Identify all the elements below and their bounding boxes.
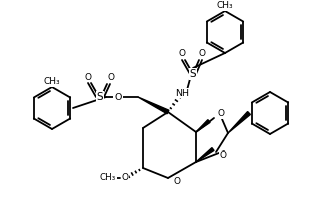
Text: O: O bbox=[179, 50, 185, 59]
Text: CH₃: CH₃ bbox=[217, 1, 233, 10]
Polygon shape bbox=[138, 97, 169, 114]
Text: NH: NH bbox=[175, 88, 189, 98]
Text: O: O bbox=[108, 74, 114, 83]
Text: O: O bbox=[219, 152, 227, 161]
Text: S: S bbox=[97, 92, 103, 102]
Text: O: O bbox=[199, 50, 205, 59]
Text: S: S bbox=[190, 69, 196, 79]
Text: CH₃: CH₃ bbox=[44, 78, 60, 87]
Text: O: O bbox=[122, 173, 128, 182]
Text: O: O bbox=[114, 93, 122, 102]
Text: O: O bbox=[173, 176, 181, 186]
Polygon shape bbox=[228, 112, 250, 133]
Polygon shape bbox=[196, 120, 210, 132]
Text: O: O bbox=[84, 73, 92, 82]
Text: O: O bbox=[217, 110, 225, 119]
Text: CH₃: CH₃ bbox=[100, 173, 116, 182]
Polygon shape bbox=[196, 148, 214, 162]
